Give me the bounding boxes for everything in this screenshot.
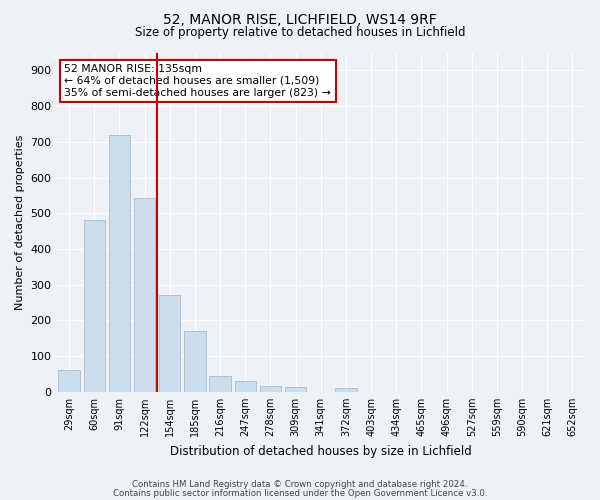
Bar xyxy=(159,296,181,392)
Bar xyxy=(58,370,80,392)
Bar xyxy=(209,376,231,392)
Text: Contains HM Land Registry data © Crown copyright and database right 2024.: Contains HM Land Registry data © Crown c… xyxy=(132,480,468,489)
Bar xyxy=(134,198,155,392)
Text: Size of property relative to detached houses in Lichfield: Size of property relative to detached ho… xyxy=(135,26,465,39)
Bar xyxy=(235,381,256,392)
Bar xyxy=(83,220,105,392)
X-axis label: Distribution of detached houses by size in Lichfield: Distribution of detached houses by size … xyxy=(170,444,472,458)
Bar xyxy=(335,388,356,392)
Bar xyxy=(260,386,281,392)
Text: 52, MANOR RISE, LICHFIELD, WS14 9RF: 52, MANOR RISE, LICHFIELD, WS14 9RF xyxy=(163,12,437,26)
Text: Contains public sector information licensed under the Open Government Licence v3: Contains public sector information licen… xyxy=(113,489,487,498)
Bar xyxy=(109,136,130,392)
Bar xyxy=(285,387,307,392)
Bar xyxy=(184,331,206,392)
Text: 52 MANOR RISE: 135sqm
← 64% of detached houses are smaller (1,509)
35% of semi-d: 52 MANOR RISE: 135sqm ← 64% of detached … xyxy=(64,64,331,98)
Y-axis label: Number of detached properties: Number of detached properties xyxy=(15,134,25,310)
